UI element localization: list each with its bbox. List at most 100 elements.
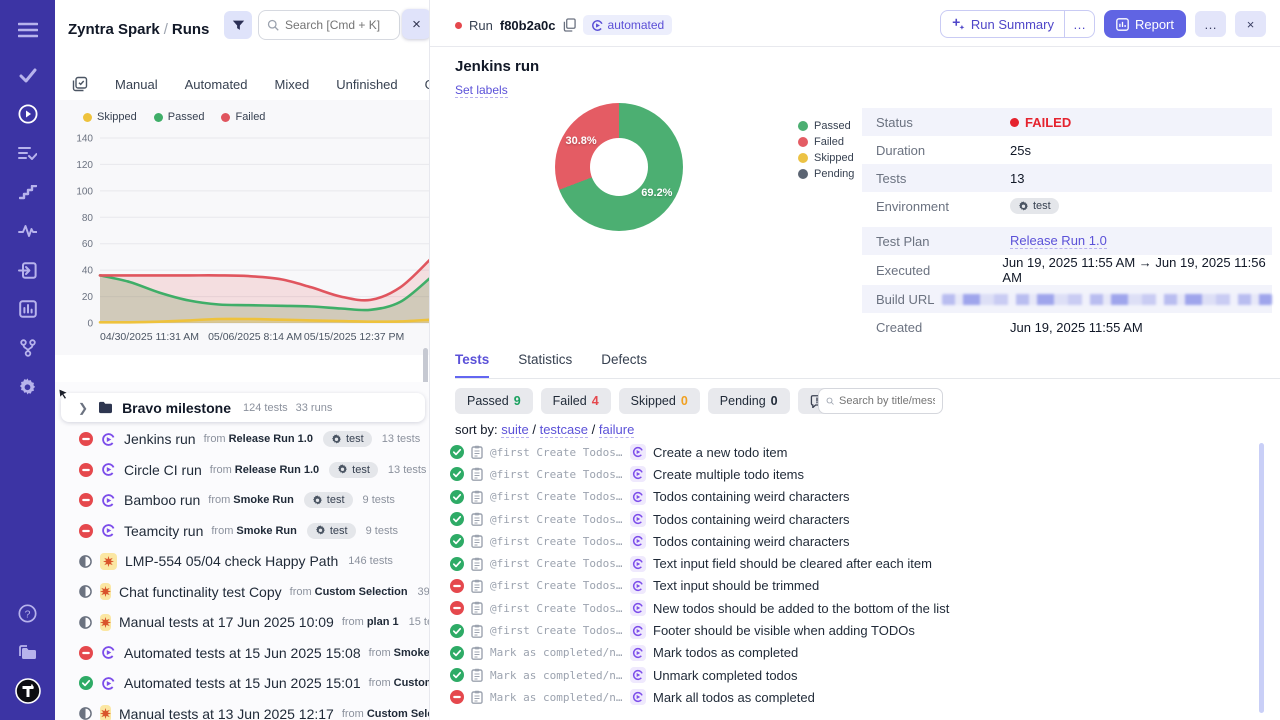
test-title[interactable]: Todos containing weird characters bbox=[653, 534, 850, 549]
tests-search[interactable] bbox=[818, 388, 943, 414]
milestone-folder-row[interactable]: ❯ Bravo milestone 124 tests 33 runs bbox=[61, 393, 425, 422]
test-row[interactable]: @first Create Todos… Text input should b… bbox=[450, 575, 1255, 597]
runs-tab-mixed[interactable]: Mixed bbox=[275, 71, 310, 98]
run-row[interactable]: Circle CI runfromRelease Run 1.0test13 t… bbox=[55, 455, 430, 486]
run-row[interactable]: Chat functinality test CopyfromCustom Se… bbox=[55, 577, 430, 608]
report-button[interactable]: Report bbox=[1104, 10, 1186, 38]
test-title[interactable]: New todos should be added to the bottom … bbox=[653, 601, 949, 616]
test-suite[interactable]: @first Create Todos… bbox=[490, 490, 622, 503]
test-title[interactable]: Create multiple todo items bbox=[653, 467, 804, 482]
set-labels-link[interactable]: Set labels bbox=[455, 83, 508, 98]
sidebar-item-steps[interactable] bbox=[0, 177, 55, 207]
sidebar-item-list-check[interactable] bbox=[0, 138, 55, 168]
copy-icon[interactable] bbox=[563, 18, 576, 32]
run-row[interactable]: Bamboo runfromSmoke Runtest9 tests bbox=[55, 485, 430, 516]
filter-pill-failed[interactable]: Failed4 bbox=[541, 388, 611, 414]
test-suite[interactable]: Mark as completed/n… bbox=[490, 669, 622, 682]
clipboard-icon bbox=[471, 490, 483, 504]
test-title[interactable]: Text input should be trimmed bbox=[653, 578, 819, 593]
sidebar-item-menu[interactable] bbox=[0, 15, 55, 45]
test-suite[interactable]: @first Create Todos… bbox=[490, 535, 622, 548]
run-tests-count: 9 tests bbox=[363, 494, 395, 506]
tests-search-input[interactable] bbox=[839, 395, 935, 407]
run-row[interactable]: Automated tests at 15 Jun 2025 15:01from… bbox=[55, 668, 430, 699]
sort-link-failure[interactable]: failure bbox=[599, 422, 634, 438]
sidebar-item-logo-t[interactable] bbox=[0, 676, 55, 706]
automated-test-icon bbox=[630, 600, 646, 616]
test-row[interactable]: Mark as completed/n… Unmark completed to… bbox=[450, 664, 1255, 686]
sidebar-item-check[interactable] bbox=[0, 60, 55, 90]
test-title[interactable]: Footer should be visible when adding TOD… bbox=[653, 623, 915, 638]
sidebar-item-play-circle[interactable] bbox=[0, 99, 55, 129]
test-suite[interactable]: @first Create Todos… bbox=[490, 557, 622, 570]
sidebar-item-help[interactable]: ? bbox=[0, 598, 55, 628]
test-row[interactable]: Mark as completed/n… Mark todos as compl… bbox=[450, 642, 1255, 664]
run-from: fromCustom Selection bbox=[342, 708, 430, 720]
sidebar-item-activity[interactable] bbox=[0, 216, 55, 246]
filter-pill-passed[interactable]: Passed9 bbox=[455, 388, 533, 414]
test-suite[interactable]: @first Create Todos… bbox=[490, 468, 622, 481]
test-title[interactable]: Todos containing weird characters bbox=[653, 512, 850, 527]
sidebar-item-import[interactable] bbox=[0, 255, 55, 285]
run-row[interactable]: Teamcity runfromSmoke Runtest9 tests bbox=[55, 516, 430, 547]
run-row[interactable]: Manual tests at 17 Jun 2025 10:09frompla… bbox=[55, 607, 430, 638]
sidebar-item-bar-chart[interactable] bbox=[0, 294, 55, 324]
test-suite[interactable]: @first Create Todos… bbox=[490, 602, 622, 615]
tab-statistics[interactable]: Statistics bbox=[518, 352, 572, 378]
test-suite[interactable]: @first Create Todos… bbox=[490, 513, 622, 526]
sidebar-item-projects[interactable] bbox=[0, 637, 55, 667]
test-row[interactable]: @first Create Todos… Create multiple tod… bbox=[450, 463, 1255, 485]
close-run-button[interactable]: × bbox=[1235, 11, 1266, 37]
test-row[interactable]: @first Create Todos… Footer should be vi… bbox=[450, 619, 1255, 641]
filter-pill-pending[interactable]: Pending0 bbox=[708, 388, 790, 414]
project-name[interactable]: Zyntra Spark bbox=[68, 21, 160, 38]
runs-search[interactable] bbox=[258, 10, 400, 40]
test-title[interactable]: Create a new todo item bbox=[653, 445, 787, 460]
filter-pill-skipped[interactable]: Skipped0 bbox=[619, 388, 700, 414]
test-suite[interactable]: @first Create Todos… bbox=[490, 624, 622, 637]
test-plan-link[interactable]: Release Run 1.0 bbox=[1010, 233, 1107, 249]
tab-defects[interactable]: Defects bbox=[601, 352, 647, 378]
run-row[interactable]: Jenkins runfromRelease Run 1.0test13 tes… bbox=[55, 424, 430, 455]
run-summary-more-button[interactable]: … bbox=[1064, 11, 1094, 37]
test-list-scrollbar[interactable] bbox=[1259, 443, 1264, 713]
sidebar-item-gear[interactable] bbox=[0, 372, 55, 402]
test-title[interactable]: Unmark completed todos bbox=[653, 668, 798, 683]
test-row[interactable]: @first Create Todos… New todos should be… bbox=[450, 597, 1255, 619]
test-row[interactable]: @first Create Todos… Todos containing we… bbox=[450, 486, 1255, 508]
run-summary-button[interactable]: Run Summary bbox=[941, 11, 1064, 37]
test-title[interactable]: Todos containing weird characters bbox=[653, 489, 850, 504]
panel-close-button[interactable]: × bbox=[402, 9, 430, 39]
test-row[interactable]: @first Create Todos… Todos containing we… bbox=[450, 530, 1255, 552]
test-row[interactable]: @first Create Todos… Text input field sh… bbox=[450, 552, 1255, 574]
more-actions-button[interactable]: … bbox=[1195, 11, 1226, 37]
runs-tab-unfinished[interactable]: Unfinished bbox=[336, 71, 397, 98]
run-row[interactable]: Manual tests at 13 Jun 2025 12:17fromCus… bbox=[55, 699, 430, 720]
donut-slice-label: 30.8% bbox=[566, 135, 597, 147]
run-row[interactable]: Automated tests at 15 Jun 2025 15:08from… bbox=[55, 638, 430, 669]
sort-link-testcase[interactable]: testcase bbox=[540, 422, 588, 438]
env-badge: test bbox=[307, 523, 356, 539]
test-title[interactable]: Mark todos as completed bbox=[653, 645, 798, 660]
test-suite[interactable]: Mark as completed/n… bbox=[490, 691, 622, 704]
sort-link-suite[interactable]: suite bbox=[501, 422, 528, 438]
runs-search-input[interactable] bbox=[285, 18, 385, 32]
runs-tab-manual[interactable]: Manual bbox=[115, 71, 158, 98]
run-row[interactable]: LMP-554 05/04 check Happy Path146 tests bbox=[55, 546, 430, 577]
test-suite[interactable]: @first Create Todos… bbox=[490, 446, 622, 459]
sidebar-item-branch[interactable] bbox=[0, 333, 55, 363]
test-suite[interactable]: Mark as completed/n… bbox=[490, 646, 622, 659]
tab-tests[interactable]: Tests bbox=[455, 352, 489, 378]
filter-button[interactable] bbox=[224, 11, 252, 39]
test-row[interactable]: @first Create Todos… Create a new todo i… bbox=[450, 441, 1255, 463]
test-title[interactable]: Mark all todos as completed bbox=[653, 690, 815, 705]
test-suite[interactable]: @first Create Todos… bbox=[490, 579, 622, 592]
test-title[interactable]: Text input field should be cleared after… bbox=[653, 556, 932, 571]
batch-select-icon[interactable] bbox=[72, 76, 88, 92]
automated-test-icon bbox=[630, 667, 646, 683]
manual-run-icon bbox=[100, 553, 117, 570]
runs-tab-automated[interactable]: Automated bbox=[185, 71, 248, 98]
test-row[interactable]: @first Create Todos… Todos containing we… bbox=[450, 508, 1255, 530]
chevron-right-icon[interactable]: ❯ bbox=[78, 401, 88, 415]
test-row[interactable]: Mark as completed/n… Mark all todos as c… bbox=[450, 686, 1255, 708]
